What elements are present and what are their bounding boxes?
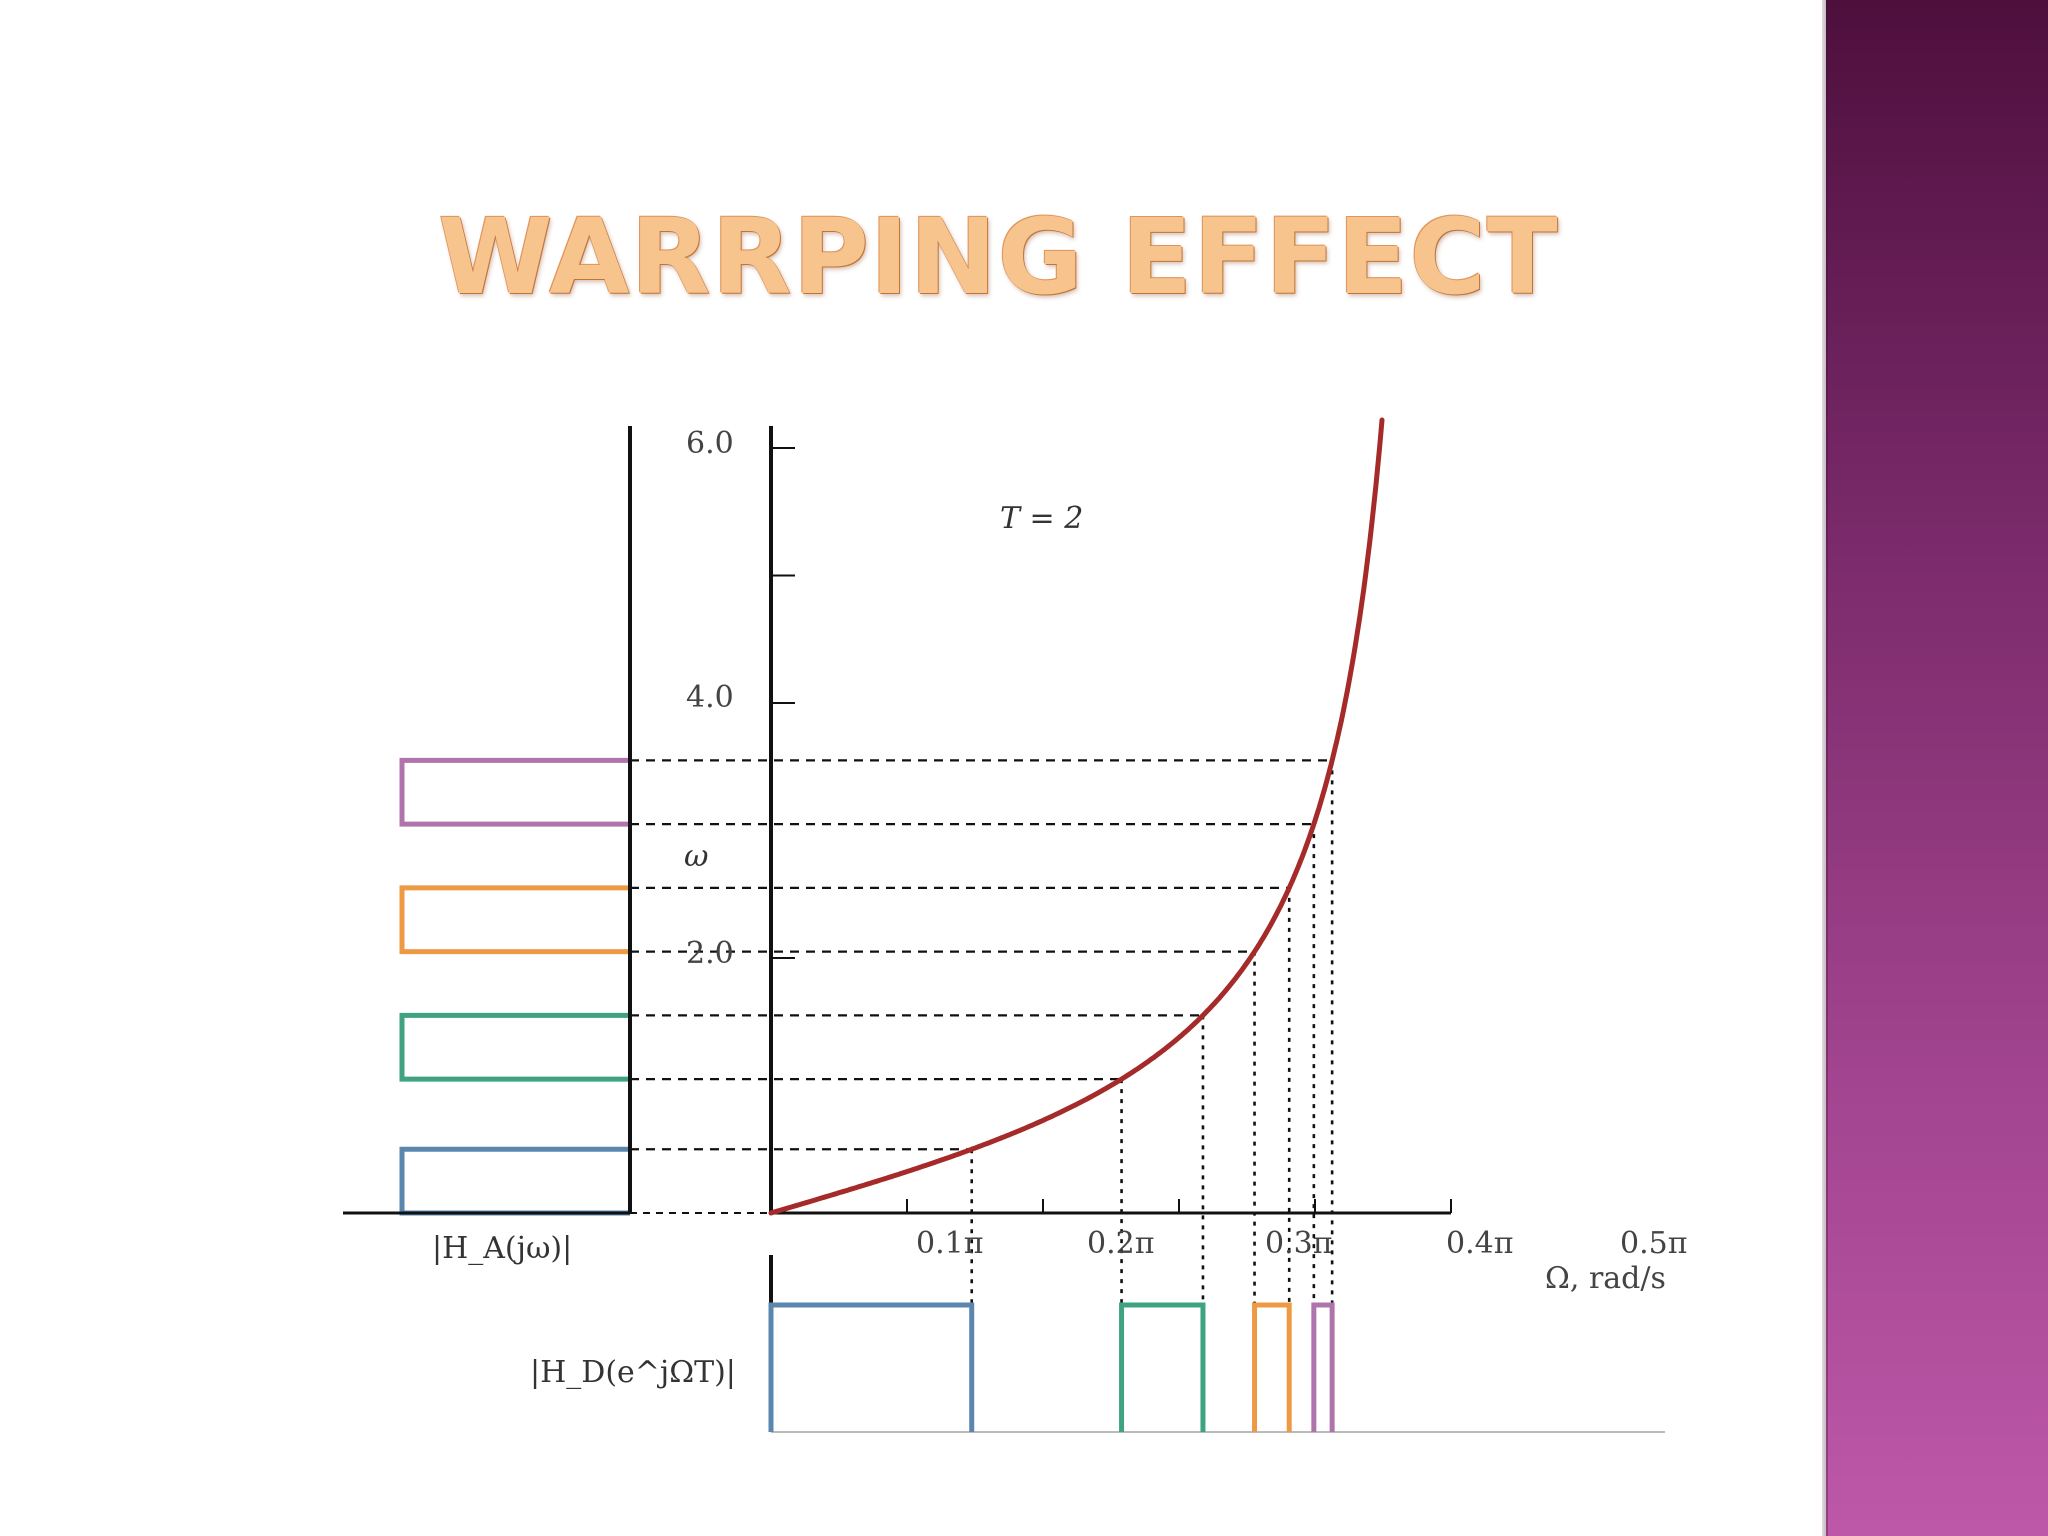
digital-band-4 — [1311, 1302, 1335, 1432]
parameter-label: T = 2 — [1000, 501, 1083, 536]
analog-band-1 — [399, 1146, 630, 1216]
digital-band-2 — [1119, 1302, 1206, 1432]
decorative-sidebar — [1826, 0, 2048, 1536]
digital-band-group — [768, 1302, 1335, 1432]
analog-band-group — [399, 757, 630, 1216]
analog-band-2 — [399, 1012, 630, 1082]
analog-band-3 — [399, 885, 630, 955]
x-tick-label-0-3pi: 0.3π — [1265, 1226, 1332, 1261]
y-tick-label-2: 2.0 — [686, 936, 734, 971]
digital-band-3 — [1252, 1302, 1292, 1432]
omega-axis-symbol: ω — [684, 839, 708, 874]
tick-marks — [771, 447, 1452, 1213]
warping-curve-group — [768, 417, 1385, 1216]
digital-response-label: |H_D(e^jΩT)| — [530, 1355, 736, 1390]
x-tick-label-0-5pi: 0.5π — [1620, 1226, 1687, 1261]
analog-response-label: |H_A(jω)| — [432, 1231, 572, 1266]
slide-title: WARRPING EFFECT — [438, 196, 1559, 318]
x-tick-label-0-1pi: 0.1π — [916, 1226, 983, 1261]
digital-band-1 — [768, 1302, 975, 1432]
x-tick-label-0-2pi: 0.2π — [1087, 1226, 1154, 1261]
sidebar-edge — [1822, 0, 1828, 1536]
guide-lines — [630, 759, 1334, 1305]
y-tick-label-4: 4.0 — [686, 680, 734, 715]
warping-diagram: T = 2 ω |H_A(jω)| |H_D(e^jΩT)| Ω, rad/s … — [343, 417, 1687, 1433]
axes — [343, 426, 1665, 1433]
x-tick-label-0-4pi: 0.4π — [1446, 1226, 1513, 1261]
analog-band-4 — [399, 757, 630, 827]
Omega-axis-label: Ω, rad/s — [1545, 1261, 1666, 1296]
y-tick-label-6: 6.0 — [686, 426, 734, 461]
warping-curve — [768, 417, 1385, 1216]
